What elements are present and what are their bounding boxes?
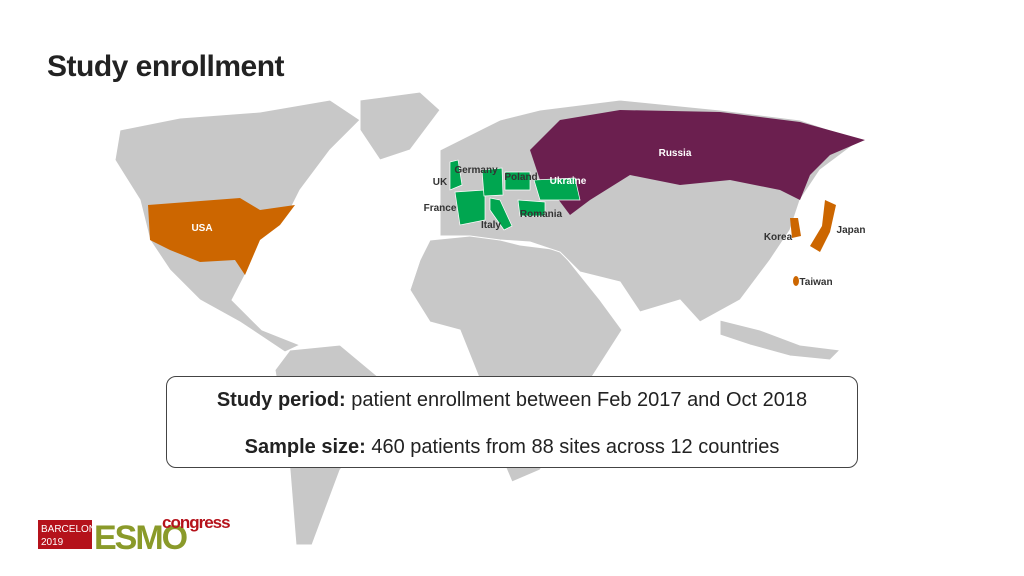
logo-box xyxy=(38,520,92,549)
logo-brand: ESMO xyxy=(94,519,188,557)
country-label: Taiwan xyxy=(799,277,832,288)
france-shape xyxy=(454,189,486,226)
country-label: Romania xyxy=(520,209,563,220)
country-label: Germany xyxy=(454,165,498,176)
logo: BARCELONA 2019 ESMO congress xyxy=(38,513,231,557)
country-label: Japan xyxy=(837,225,866,236)
logo-year: 2019 xyxy=(41,537,64,548)
country-label: Italy xyxy=(481,220,501,231)
taiwan-shape xyxy=(793,276,799,286)
country-label: Ukraine xyxy=(550,176,587,187)
russia-shape xyxy=(530,110,865,215)
sample-label: Sample size: xyxy=(244,436,366,458)
country-label: Russia xyxy=(659,148,692,159)
country-label: France xyxy=(424,203,457,214)
country-label: UK xyxy=(433,177,448,188)
logo-city: BARCELONA xyxy=(41,524,103,535)
italy-shape xyxy=(489,197,513,231)
country-label: USA xyxy=(191,223,212,234)
country-label: Poland xyxy=(504,172,537,183)
sample-text: 460 patients from 88 sites across 12 cou… xyxy=(371,436,780,458)
romania-shape xyxy=(517,199,546,217)
slide-title: Study enrollment xyxy=(47,50,285,83)
logo-event: congress xyxy=(162,513,230,532)
korea-shape xyxy=(790,218,801,238)
highlighted-countries xyxy=(148,110,865,286)
period-line: Study period: patient enrollment between… xyxy=(167,389,857,412)
japan-shape xyxy=(810,200,836,252)
country-labels: Russia Germany Poland UK Ukraine France … xyxy=(191,148,865,288)
uk-shape xyxy=(449,159,463,191)
germany-shape xyxy=(481,167,504,197)
period-label: Study period: xyxy=(216,389,346,411)
period-text: patient enrollment between Feb 2017 and … xyxy=(351,389,808,411)
country-label: Korea xyxy=(764,232,793,243)
usa-shape xyxy=(148,198,295,275)
poland-shape xyxy=(504,171,531,191)
ukraine-shape xyxy=(533,177,581,201)
info-box: Study period: patient enrollment between… xyxy=(166,376,858,468)
sample-line: Sample size: 460 patients from 88 sites … xyxy=(167,436,857,459)
